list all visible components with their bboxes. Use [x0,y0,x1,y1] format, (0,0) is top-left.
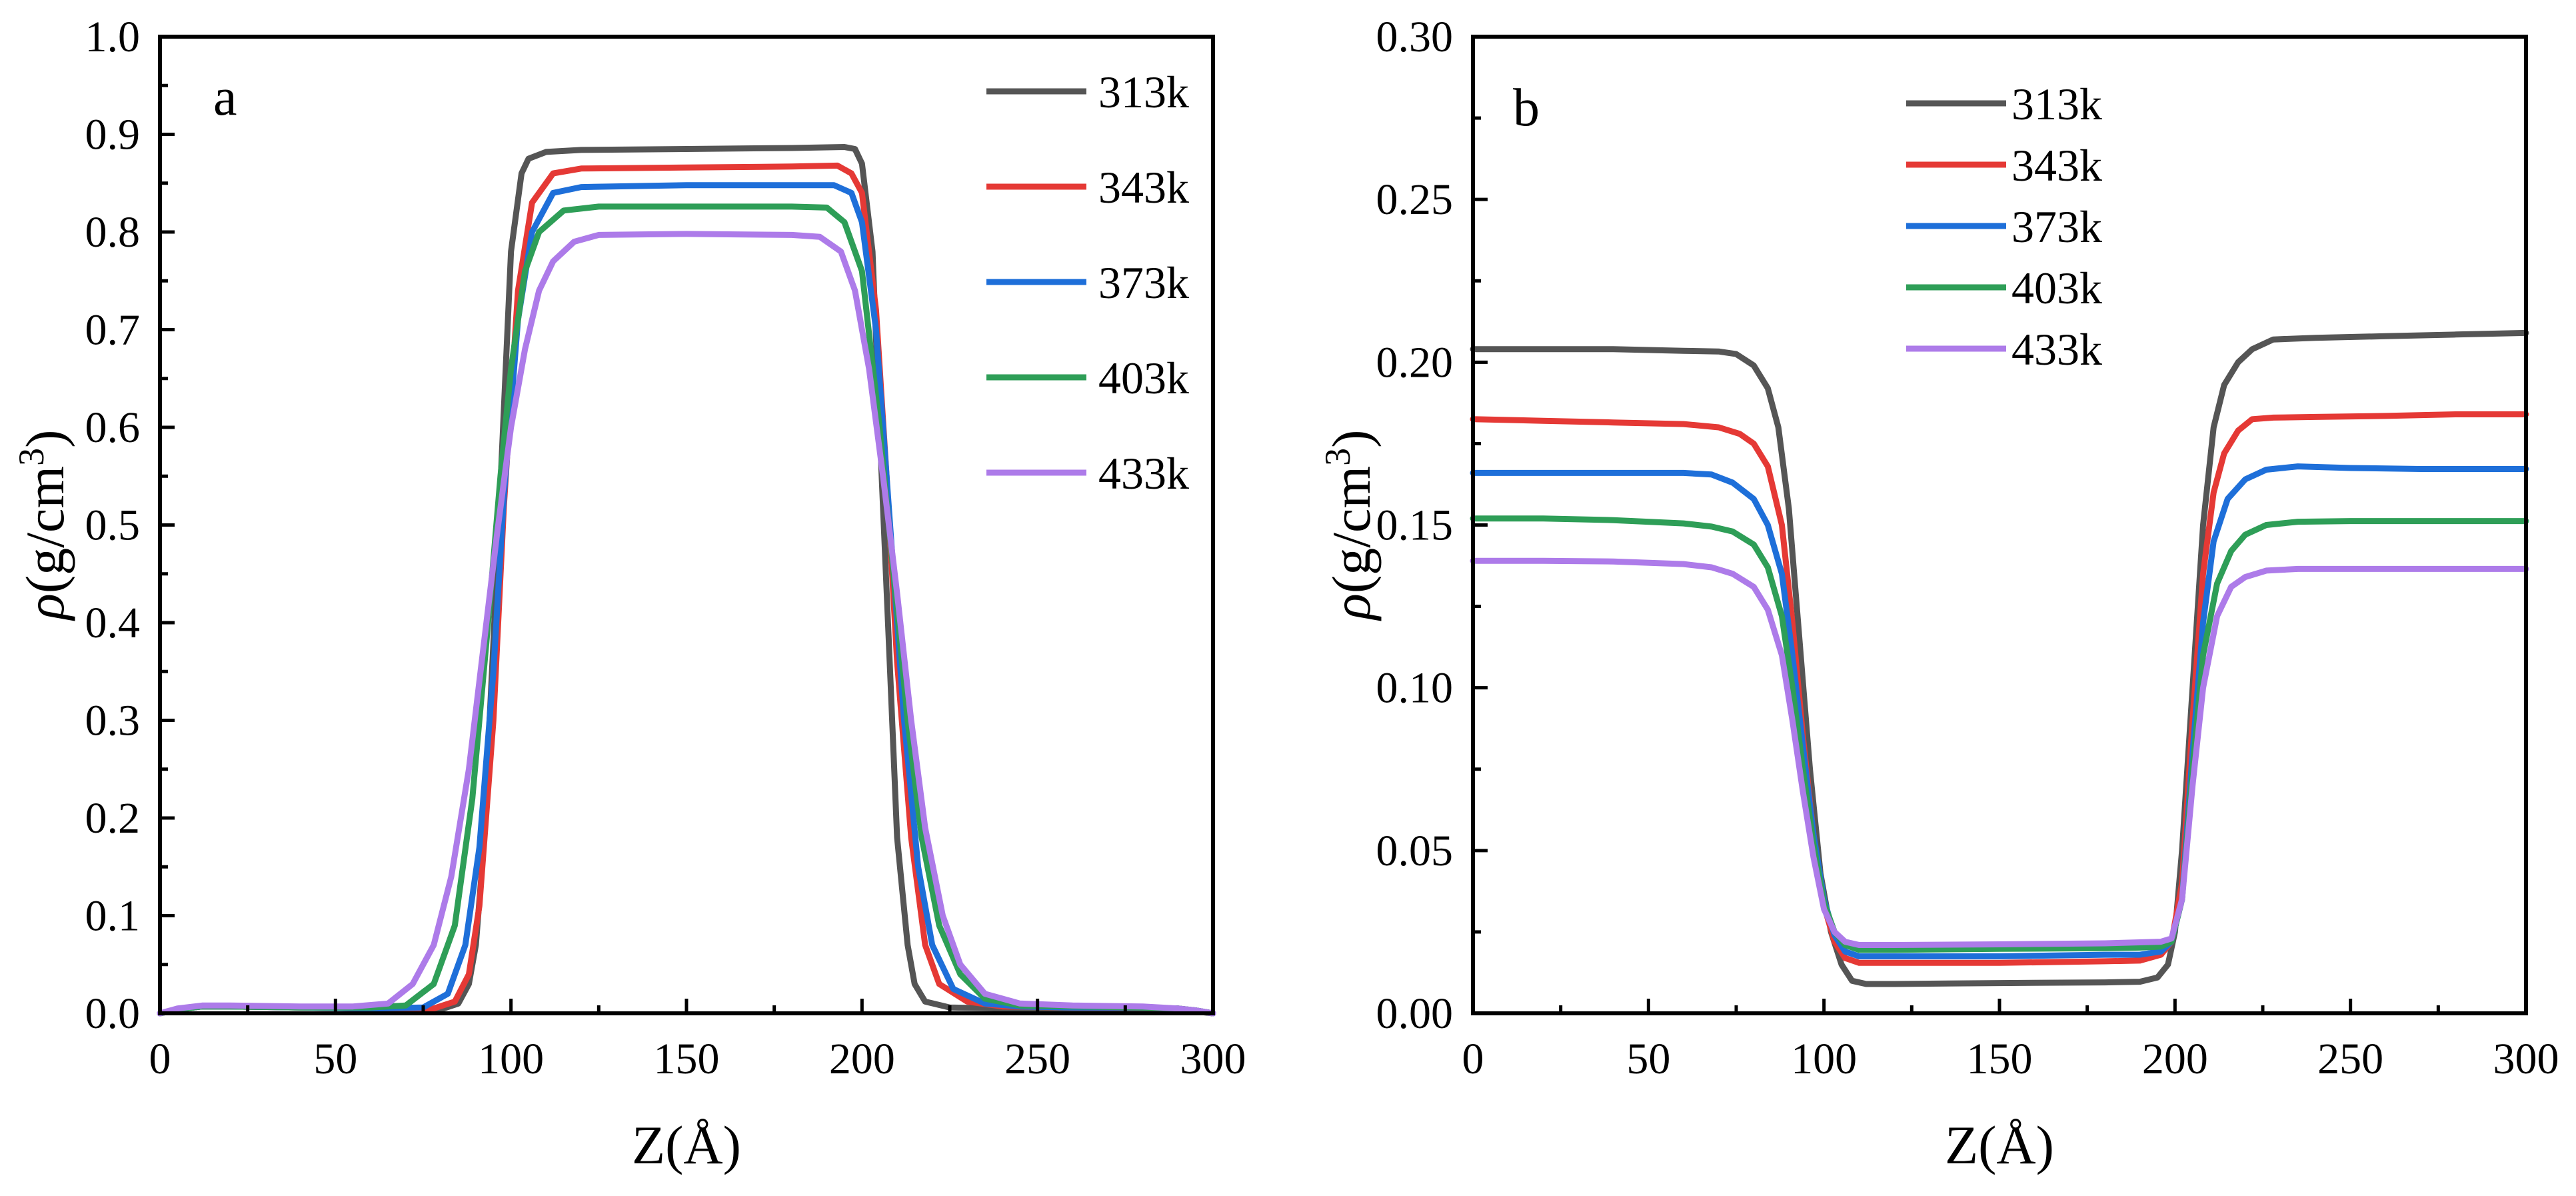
chart-panel-a: 0 50 100 150 200 250 300 0.0 0.1 0.2 0.3 0.4 0.5 0.6 0… [11,13,1246,1175]
y-tick-label-a: 0.9 [85,111,141,159]
series-line-b-373k [1470,463,2529,959]
legend-label-b-433k: 433k [2011,324,2102,375]
axis-ticks-a: 0 50 100 150 200 250 300 0.0 0.1 0.2 0.3 0.4 0.5 0.6 0… [85,13,1246,1083]
x-tick-label-a: 100 [478,1035,544,1083]
panel-label-b: b [1513,79,1540,137]
legend-label-a-433k: 433k [1098,448,1189,499]
x-tick-label-b: 150 [1967,1035,2033,1083]
x-axis-label-a: Z(Å) [632,1115,741,1175]
y-tick-label-a: 0.0 [85,989,141,1038]
legend-label-b-313k: 313k [2011,79,2102,129]
x-tick-label-a: 0 [149,1035,171,1083]
series-line-b-403k [1470,515,2529,953]
legend-label-b-403k: 403k [2011,263,2102,313]
y-tick-label-b: 0.20 [1376,338,1454,387]
series-line-b-433k [1470,557,2529,948]
legend-a: 313k 343k 373k 403k 433k [986,67,1189,499]
x-tick-label-a: 150 [654,1035,720,1083]
y-tick-label-a: 0.7 [85,306,141,355]
y-tick-label-b: 0.10 [1376,664,1454,713]
y-tick-label-a: 0.5 [85,501,141,550]
y-axis-label-a-text: (g/cm [15,466,75,593]
y-tick-label-a: 0.8 [85,208,141,257]
y-tick-label-b: 0.25 [1376,175,1454,224]
x-tick-label-a: 250 [1004,1035,1070,1083]
x-tick-label-a: 50 [313,1035,357,1083]
y-tick-label-a: 0.3 [85,697,141,745]
y-axis-label-b-text: (g/cm [1321,466,1382,593]
x-tick-label-b: 300 [2493,1035,2559,1083]
y-axis-label-a-suffix: ) [15,430,75,448]
x-tick-label-b: 0 [1462,1035,1484,1083]
series-lines-b [1470,329,2529,987]
legend-label-b-373k: 373k [2011,201,2102,252]
y-tick-label-b: 0.30 [1376,13,1454,61]
y-axis-label-b-symbol: ρ [1321,593,1382,621]
y-tick-label-a: 0.4 [85,599,141,647]
y-tick-label-a: 0.2 [85,794,141,843]
x-tick-label-b: 250 [2317,1035,2383,1083]
y-tick-label-b: 0.15 [1376,501,1454,550]
legend-label-a-343k: 343k [1098,162,1189,213]
y-tick-label-b: 0.00 [1376,989,1454,1038]
y-axis-label-a: ρ(g/cm3) [11,430,75,622]
x-tick-label-b: 100 [1791,1035,1857,1083]
legend-b: 313k 343k 373k 403k 433k [1906,79,2102,375]
legend-label-a-403k: 403k [1098,353,1189,403]
x-axis-label-a-text: Z(Å) [632,1115,741,1175]
y-axis-label-b-suffix: ) [1321,430,1382,448]
y-axis-label-a-sup: 3 [11,448,51,466]
panel-label-a: a [213,68,237,127]
series-line-a-403k [157,203,1216,1017]
legend-label-a-373k: 373k [1098,257,1189,308]
x-axis-label-b: Z(Å) [1945,1115,2054,1175]
x-tick-label-b: 200 [2142,1035,2208,1083]
axis-ticks-b: 0 50 100 150 200 250 300 0.00 0.05 0.10 0.15 0.20 0.… [1376,13,2559,1083]
y-tick-label-a: 0.1 [85,892,141,941]
y-axis-label-b-sup: 3 [1318,448,1358,466]
x-tick-label-b: 50 [1626,1035,1670,1083]
x-tick-label-a: 200 [829,1035,895,1083]
series-line-a-433k [157,231,1216,1017]
y-tick-label-a: 0.6 [85,403,141,452]
x-tick-label-a: 300 [1180,1035,1246,1083]
legend-label-b-343k: 343k [2011,140,2102,191]
x-axis-label-b-text: Z(Å) [1945,1115,2054,1175]
y-tick-label-b: 0.05 [1376,827,1454,875]
y-tick-label-a: 1.0 [85,13,141,61]
y-axis-label-b: ρ(g/cm3) [1318,430,1382,622]
legend-label-a-313k: 313k [1098,67,1189,117]
series-line-b-313k [1470,329,2529,987]
series-line-b-343k [1470,411,2529,966]
chart-panel-b: 0 50 100 150 200 250 300 0.00 0.05 0.10 0.15 0.20 0.… [1318,13,2559,1175]
y-axis-label-a-symbol: ρ [15,593,75,621]
